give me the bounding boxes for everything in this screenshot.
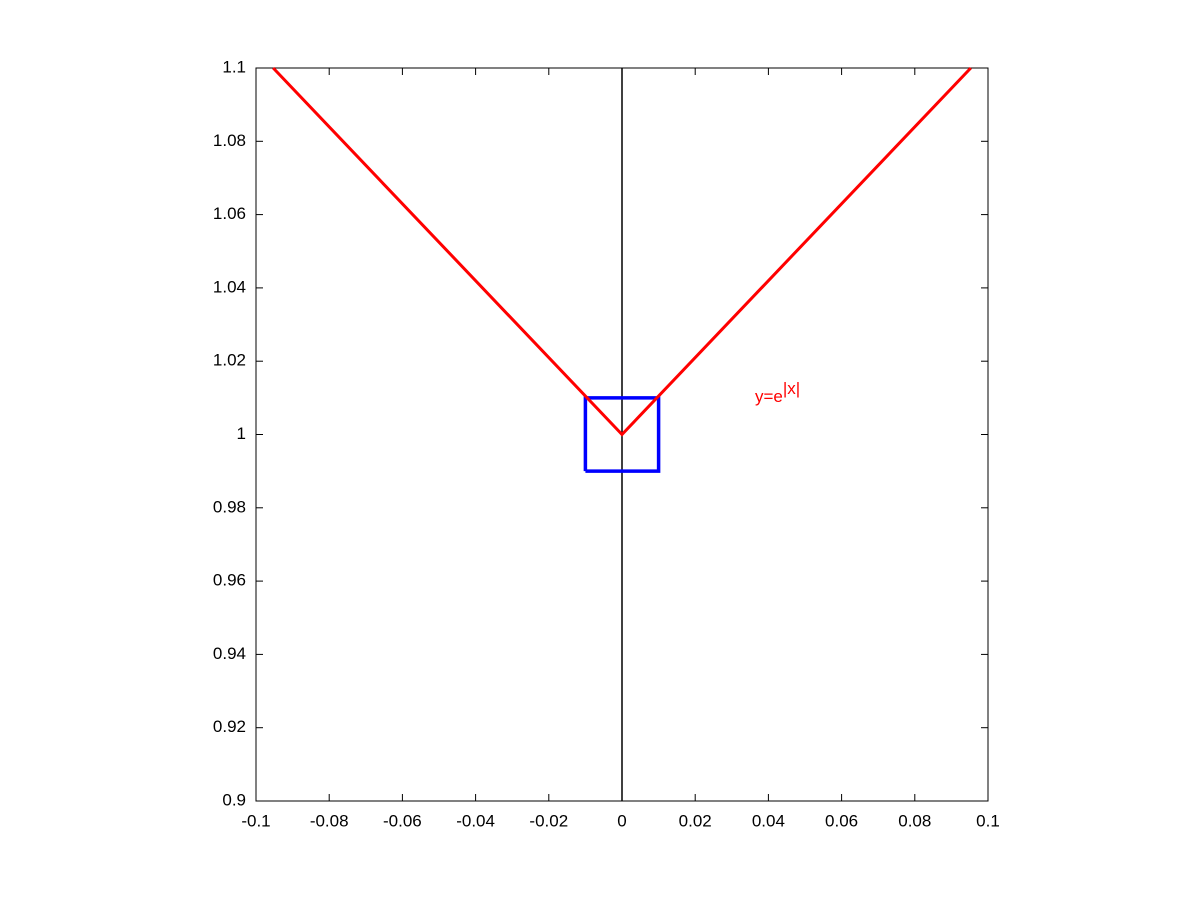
y-tick-label: 0.98	[213, 497, 246, 516]
y-tick-label: 1.08	[213, 131, 246, 150]
x-tick-label: 0.08	[898, 811, 931, 830]
x-tick-label: 0.06	[825, 811, 858, 830]
y-tick-label: 1.04	[213, 277, 246, 296]
y-tick-label: 0.94	[213, 644, 246, 663]
y-tick-label: 1	[237, 424, 246, 443]
x-tick-label: -0.1	[241, 811, 270, 830]
x-tick-label: -0.06	[383, 811, 422, 830]
y-tick-label: 1.1	[222, 57, 246, 76]
y-tick-label: 0.9	[222, 790, 246, 809]
x-tick-label: 0.04	[752, 811, 785, 830]
y-tick-label: 0.96	[213, 571, 246, 590]
y-tick-label: 1.06	[213, 204, 246, 223]
y-tick-label: 1.02	[213, 351, 246, 370]
annotation-text: y=e	[755, 387, 783, 406]
series-line	[272, 66, 972, 437]
x-tick-label: 0.02	[679, 811, 712, 830]
x-tick-label: -0.04	[456, 811, 495, 830]
annotation-superscript: |x|	[783, 379, 800, 398]
annotation: y=e|x|	[755, 379, 800, 406]
x-tick-label: 0.1	[976, 811, 1000, 830]
x-tick-label: 0	[617, 811, 626, 830]
x-tick-label: -0.08	[310, 811, 349, 830]
x-tick-label: -0.02	[529, 811, 568, 830]
y-tick-label: 0.92	[213, 717, 246, 736]
